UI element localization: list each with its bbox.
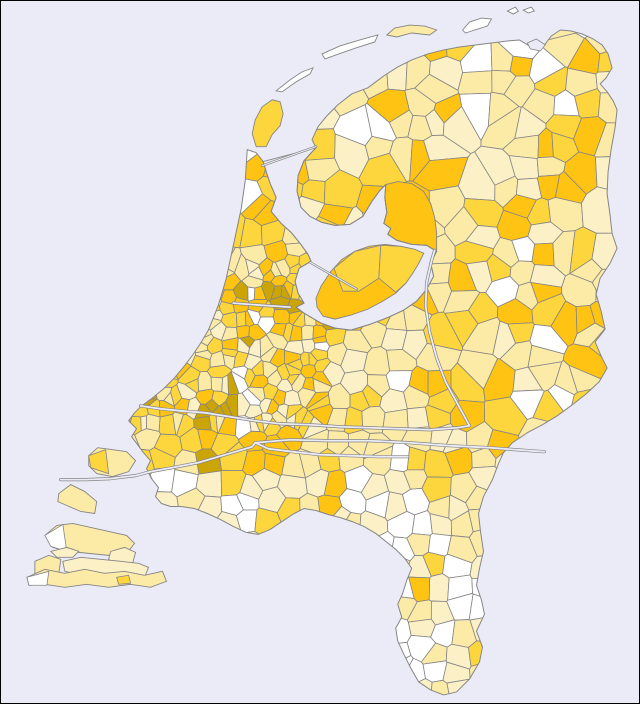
island-shape [506,6,520,15]
municipality-cell [26,570,50,586]
municipality-cell [593,122,618,158]
island-schiermonnikoog [461,17,493,34]
municipality-cell [272,309,290,325]
island-shape [275,67,314,93]
river-channel [232,302,291,309]
municipality-cell [210,376,223,392]
lauwersmeer-water [526,38,546,52]
municipality-cell [116,574,132,585]
river-channel [424,249,471,427]
island-ameland [385,24,438,38]
municipality-cell [146,413,161,432]
island-shape [26,568,168,588]
islands-layer [26,6,536,588]
municipality-cell [235,311,247,328]
municipality-cell [232,297,250,314]
afsluitdijk-line [261,146,317,167]
municipality-cell [230,370,249,394]
island-noord-beveland [49,546,80,558]
municipality-cell [272,389,287,406]
river-channel [254,441,409,458]
island-shape [251,99,284,148]
dikes-layer [260,145,359,291]
municipality-cell [301,324,314,341]
island-vlieland [275,67,314,93]
municipality-cell [247,286,256,302]
mainland-outline [128,29,618,696]
municipality-cell [170,384,183,407]
municipality-cell [343,406,364,435]
municipality-cell [269,323,287,337]
river-channel [59,470,152,481]
flevoland-polder [315,243,425,320]
river-channel [149,441,257,473]
river-channel [139,404,471,431]
island-shape [461,17,493,34]
island-shape [522,6,536,14]
island-shape [49,546,80,558]
island-shape [321,34,379,60]
island-shape [57,484,98,514]
municipality-cell [300,351,310,367]
island-goeree-overflakkee [57,484,98,514]
municipality-cell [509,55,534,77]
island-terschelling [321,34,379,60]
municipality-cell [378,244,425,293]
municipality-cell [428,573,450,602]
municipality-cell [314,357,332,373]
municipality-cell [457,70,493,95]
island-texel [251,99,284,148]
rivers-layer [59,248,546,482]
municipality-cell [595,267,618,320]
municipality-cell [172,411,184,436]
river-channel [254,438,546,453]
municipality-cell [221,374,229,395]
municipality-cell [312,324,327,339]
municipality-cell [531,242,555,267]
municipality-cell [88,449,110,475]
island-shape [385,24,438,38]
island-voorne-putten [88,447,137,478]
municipality-cell [270,274,288,287]
houtribdijk-line [309,261,358,290]
municipality-cell [193,416,212,431]
municipality-cell [236,325,250,339]
island-zeeuws-vlaanderen [26,568,168,588]
island-rottumeroog [522,6,536,14]
island-rottumerplaat [506,6,520,15]
municipality-cell [140,415,147,432]
municipality-cell [206,336,224,355]
municipality-cell [305,391,329,410]
municipality-cell [308,403,334,428]
